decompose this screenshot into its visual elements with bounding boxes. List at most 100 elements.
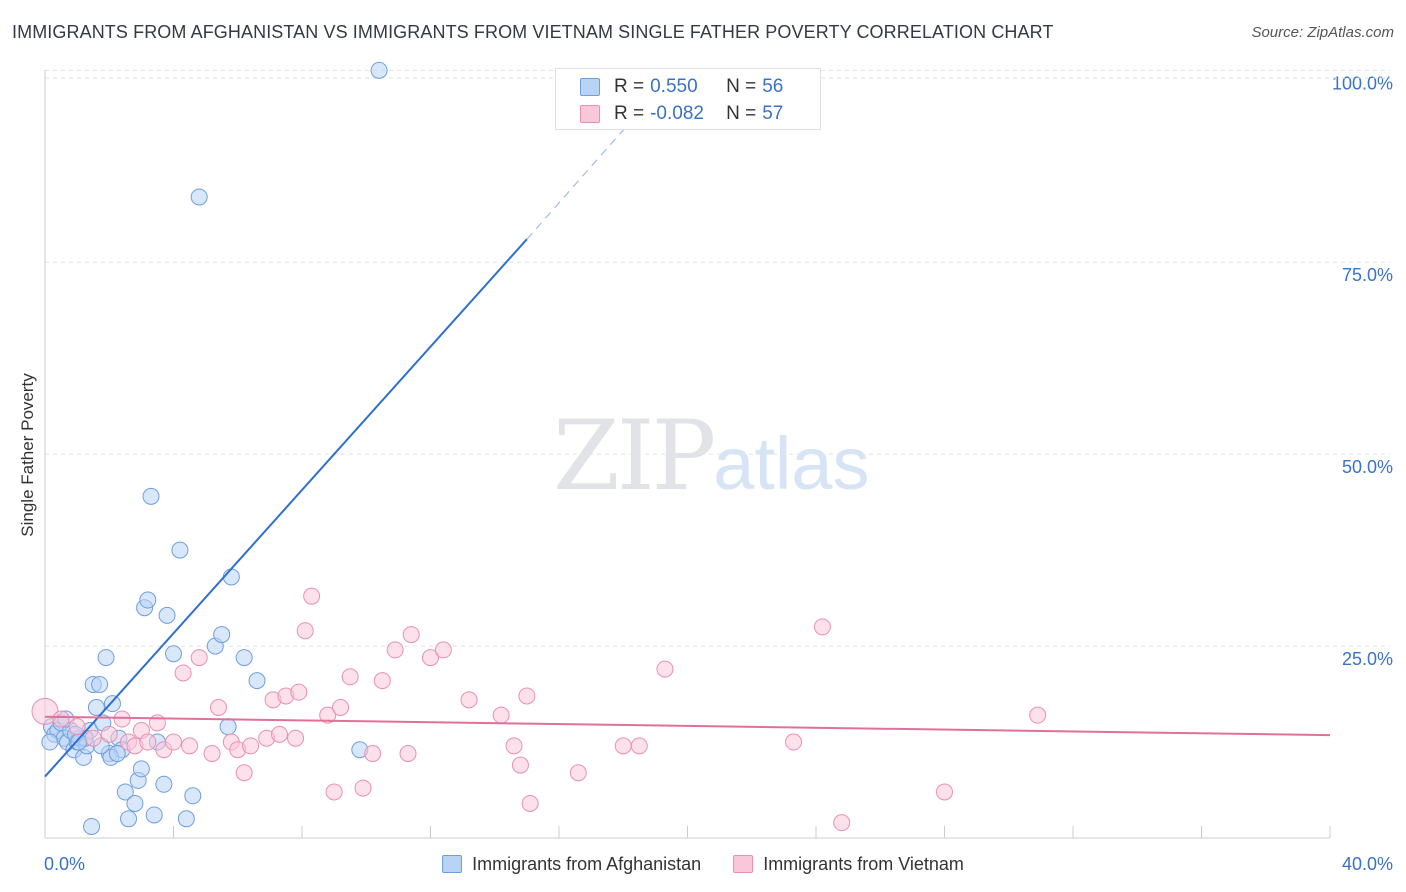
chart-title: IMMIGRANTS FROM AFGHANISTAN VS IMMIGRANT… — [12, 22, 1054, 42]
point-afghanistan — [103, 695, 121, 713]
point-vietnam — [813, 618, 831, 636]
legend-r-value: 0.550 — [650, 76, 698, 97]
point-afghanistan — [171, 541, 189, 559]
point-afghanistan — [235, 649, 253, 667]
legend-swatch-vietnam — [580, 105, 600, 123]
series-swatch-afghanistan — [442, 855, 463, 873]
point-afghanistan — [41, 733, 59, 751]
point-vietnam — [296, 622, 314, 640]
point-afghanistan — [248, 672, 266, 690]
point-afghanistan — [132, 760, 150, 778]
watermark-zip: ZIP — [553, 400, 716, 512]
point-afghanistan — [155, 775, 173, 793]
point-vietnam — [190, 649, 208, 667]
series-label-vietnam: Immigrants from Vietnam — [763, 853, 964, 874]
point-vietnam — [332, 698, 350, 716]
point-afghanistan — [145, 806, 163, 824]
point-vietnam — [518, 687, 536, 705]
series-legend-afghanistan[interactable]: Immigrants from Afghanistan — [442, 854, 701, 875]
point-afghanistan — [213, 626, 231, 644]
point-afghanistan — [139, 591, 157, 609]
x-tick-label-max: 40.0% — [1342, 854, 1393, 874]
point-vietnam — [68, 718, 86, 736]
point-afghanistan — [108, 745, 126, 763]
point-afghanistan — [116, 783, 134, 801]
point-vietnam — [569, 764, 587, 782]
point-vietnam — [165, 733, 182, 751]
point-afghanistan — [219, 718, 237, 736]
point-vietnam — [460, 691, 478, 709]
series-legend: Immigrants from Afghanistan Immigrants f… — [0, 852, 1406, 876]
point-afghanistan — [158, 606, 176, 624]
point-vietnam — [402, 626, 420, 644]
legend-r-label: R = — [614, 76, 645, 97]
point-vietnam — [434, 641, 452, 659]
legend-row-vietnam: R = -0.082 N = 57 — [580, 101, 834, 127]
series-legend-vietnam[interactable]: Immigrants from Vietnam — [733, 854, 964, 875]
point-vietnam — [52, 710, 70, 728]
point-afghanistan — [91, 675, 109, 693]
point-vietnam — [113, 710, 131, 728]
point-vietnam — [511, 756, 529, 774]
point-vietnam — [271, 725, 289, 743]
x-tick-label-min: 0.0% — [44, 854, 85, 874]
point-vietnam — [399, 745, 417, 763]
point-vietnam — [833, 814, 851, 832]
point-vietnam — [505, 737, 523, 755]
trendline-vietnam — [44, 715, 1331, 737]
point-vietnam — [386, 641, 404, 659]
point-afghanistan — [120, 810, 138, 828]
point-afghanistan — [370, 61, 388, 79]
watermark: ZIPatlas — [553, 400, 870, 512]
point-vietnam — [303, 587, 321, 605]
point-afghanistan — [126, 794, 144, 812]
legend-r-label: R = — [614, 103, 645, 124]
trendline-afghanistan — [44, 238, 528, 778]
point-vietnam — [287, 729, 305, 747]
point-vietnam — [364, 745, 382, 763]
series-label-afghanistan: Immigrants from Afghanistan — [472, 853, 702, 874]
point-vietnam — [290, 683, 308, 701]
legend-n-value: 57 — [762, 103, 784, 124]
point-afghanistan — [177, 810, 195, 828]
source-label: Source: ZipAtlas.com — [1251, 24, 1394, 41]
y-tick-label: 50.0% — [1342, 457, 1393, 477]
point-vietnam — [1029, 706, 1047, 724]
point-vietnam — [100, 725, 118, 743]
point-vietnam — [235, 764, 253, 782]
legend-n-label: N = — [726, 76, 757, 97]
point-afghanistan — [87, 698, 105, 716]
legend-swatch-afghanistan — [580, 78, 600, 96]
legend-n-label: N = — [726, 103, 757, 124]
y-tick-label: 100.0% — [1332, 73, 1393, 93]
point-afghanistan — [165, 645, 182, 663]
point-vietnam — [422, 649, 439, 667]
series-swatch-vietnam — [733, 855, 754, 873]
point-afghanistan — [70, 733, 88, 751]
point-vietnam — [373, 672, 391, 690]
point-afghanistan — [83, 817, 101, 835]
correlation-legend: R = 0.550 N = 56 R = -0.082 N = 57 — [555, 68, 821, 130]
point-vietnam — [341, 668, 359, 686]
point-vietnam — [319, 706, 337, 724]
point-vietnam — [936, 783, 953, 801]
point-vietnam — [174, 664, 192, 682]
point-afghanistan — [142, 487, 160, 505]
point-vietnam — [242, 737, 260, 755]
point-afghanistan — [190, 188, 208, 206]
point-vietnam — [354, 779, 372, 797]
legend-r-value: -0.082 — [650, 103, 704, 124]
point-vietnam — [614, 737, 632, 755]
point-vietnam — [521, 794, 539, 812]
point-vietnam — [630, 737, 648, 755]
legend-row-afghanistan: R = 0.550 N = 56 — [580, 74, 834, 100]
y-axis-label: Single Father Poverty — [18, 373, 37, 537]
point-vietnam — [139, 733, 157, 751]
point-afghanistan — [222, 568, 240, 586]
point-vietnam — [785, 733, 803, 751]
y-tick-label: 75.0% — [1342, 265, 1393, 285]
point-vietnam — [656, 660, 674, 678]
point-vietnam — [203, 745, 221, 763]
y-tick-label: 25.0% — [1342, 649, 1393, 669]
